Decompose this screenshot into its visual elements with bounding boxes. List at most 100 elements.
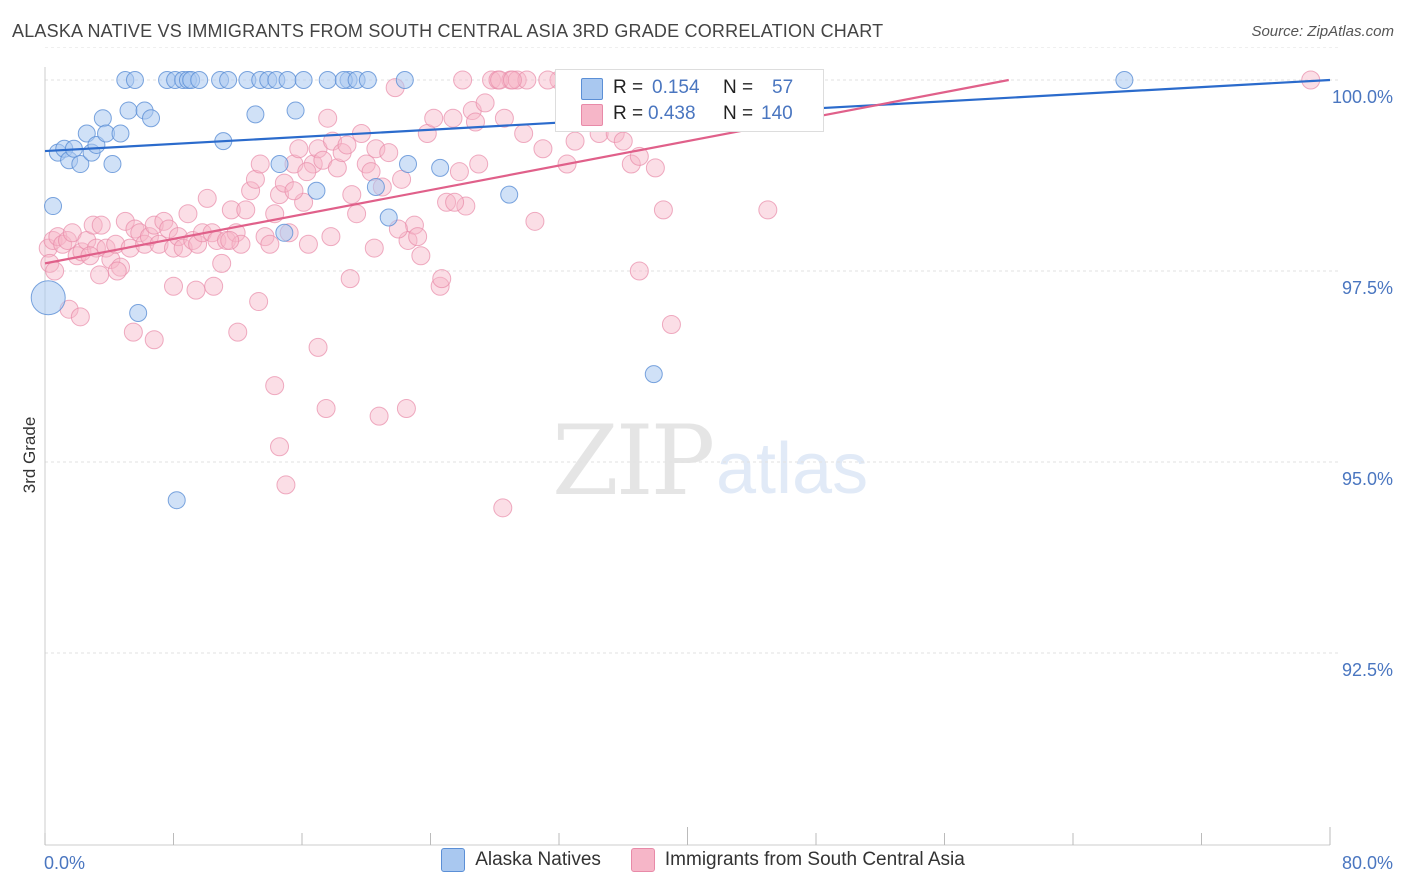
- point-immigrants: [469, 154, 489, 174]
- point-alaska: [129, 304, 148, 323]
- point-alaska: [318, 71, 337, 89]
- point-alaska: [286, 101, 305, 120]
- point-immigrants: [411, 246, 431, 266]
- stats-n-value: 57: [772, 77, 794, 98]
- point-immigrants: [284, 181, 304, 201]
- trendline-immigrants: [44, 78, 1009, 265]
- point-immigrants: [645, 158, 665, 178]
- point-immigrants: [525, 211, 545, 231]
- watermark-zip: ZIP: [552, 405, 715, 517]
- point-immigrants: [621, 154, 641, 174]
- point-immigrants: [265, 376, 285, 396]
- point-immigrants: [758, 200, 778, 220]
- point-immigrants: [449, 162, 469, 182]
- point-immigrants: [342, 185, 362, 205]
- point-immigrants: [220, 230, 240, 250]
- point-immigrants: [493, 498, 513, 518]
- legend-item-immigrants[interactable]: Immigrants from South Central Asia: [630, 848, 965, 872]
- point-immigrants: [408, 227, 428, 247]
- stats-swatch-pink: [581, 104, 603, 126]
- point-alaska: [270, 155, 289, 174]
- point-immigrants: [404, 215, 424, 235]
- point-alaska: [103, 155, 122, 174]
- point-alaska: [1115, 71, 1134, 89]
- point-immigrants: [396, 399, 416, 419]
- point-alaska: [307, 181, 326, 200]
- point-immigrants: [45, 261, 65, 281]
- point-immigrants: [115, 211, 135, 231]
- point-immigrants: [144, 215, 164, 235]
- point-immigrants: [241, 181, 261, 201]
- point-immigrants: [212, 253, 232, 273]
- point-immigrants: [159, 219, 179, 239]
- stats-r-value: 0.154: [652, 77, 700, 98]
- point-immigrants: [337, 135, 357, 155]
- point-immigrants: [482, 70, 502, 90]
- stats-box: R = 0.154 N = 57 R = 0.438 N = 140: [555, 69, 824, 132]
- axes: [44, 67, 1331, 846]
- point-immigrants: [249, 292, 269, 312]
- point-immigrants: [289, 139, 309, 159]
- point-immigrants: [260, 234, 280, 254]
- point-alaska: [395, 71, 414, 89]
- point-immigrants: [366, 139, 386, 159]
- point-alaska: [644, 365, 663, 384]
- point-immigrants: [369, 406, 389, 426]
- point-immigrants: [364, 238, 384, 258]
- legend-item-alaska[interactable]: Alaska Natives: [441, 848, 601, 872]
- point-immigrants: [347, 204, 367, 224]
- point-alaska: [379, 208, 398, 227]
- point-immigrants: [276, 475, 296, 495]
- point-immigrants: [475, 93, 495, 113]
- y-axis-label: 3rd Grade: [20, 417, 39, 494]
- stats-r-value: 0.438: [648, 103, 696, 124]
- point-immigrants: [613, 131, 633, 151]
- y-tick-label: 95.0%: [1342, 469, 1393, 489]
- point-immigrants: [107, 261, 127, 281]
- chart-title: ALASKA NATIVE VS IMMIGRANTS FROM SOUTH C…: [12, 21, 884, 41]
- point-alaska: [278, 71, 297, 89]
- point-immigrants: [321, 227, 341, 247]
- point-immigrants: [110, 257, 130, 277]
- point-immigrants: [327, 158, 347, 178]
- point-alaska: [111, 124, 130, 143]
- point-immigrants: [90, 265, 110, 285]
- point-immigrants: [123, 322, 143, 342]
- point-alaska: [275, 223, 294, 242]
- point-immigrants: [517, 70, 537, 90]
- point-alaska: [30, 280, 66, 316]
- point-immigrants: [231, 234, 251, 254]
- point-alaska: [246, 105, 265, 124]
- point-immigrants: [197, 188, 217, 208]
- point-immigrants: [318, 108, 338, 128]
- point-immigrants: [308, 337, 328, 357]
- point-immigrants: [661, 314, 681, 334]
- point-immigrants: [379, 143, 399, 163]
- point-immigrants: [453, 70, 473, 90]
- point-immigrants: [629, 261, 649, 281]
- point-immigrants: [303, 154, 323, 174]
- point-immigrants: [340, 269, 360, 289]
- point-alaska: [119, 101, 138, 120]
- point-immigrants: [494, 108, 514, 128]
- point-immigrants: [274, 173, 294, 193]
- legend-label-alaska: Alaska Natives: [475, 849, 601, 870]
- gridlines: [45, 46, 1340, 654]
- point-alaska: [167, 491, 186, 510]
- stats-swatch-blue: [581, 78, 603, 100]
- point-alaska: [190, 71, 209, 89]
- point-immigrants: [144, 330, 164, 350]
- point-immigrants: [298, 234, 318, 254]
- point-immigrants: [204, 276, 224, 296]
- point-immigrants: [456, 196, 476, 216]
- point-alaska: [366, 177, 385, 196]
- point-alaska: [71, 155, 90, 174]
- series-immigrants-points: [38, 70, 1321, 518]
- axis-labels: 100.0% 97.5% 95.0% 92.5% 0.0% 80.0% 3rd Grade: [20, 87, 1393, 873]
- point-alaska: [294, 71, 313, 89]
- point-alaska: [500, 185, 519, 204]
- point-immigrants: [316, 399, 336, 419]
- legend: Alaska Natives Immigrants from South Cen…: [0, 848, 1406, 872]
- stats-n-label: N =: [723, 103, 754, 124]
